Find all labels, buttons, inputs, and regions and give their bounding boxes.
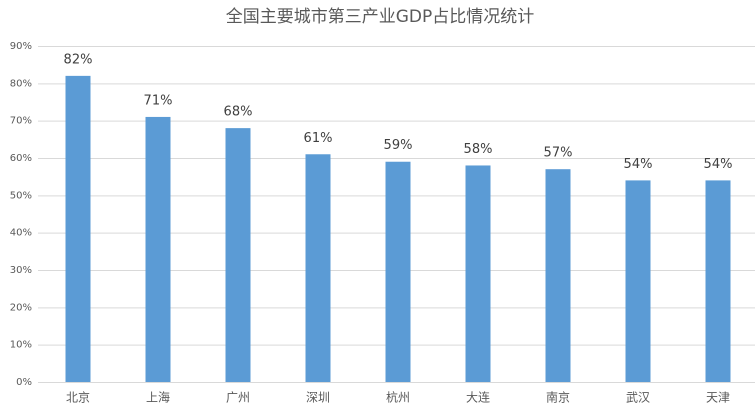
value-label: 59%	[384, 138, 413, 153]
y-tick-label: 60%	[10, 153, 32, 164]
x-tick-label: 武汉	[626, 391, 650, 405]
y-tick-label: 90%	[10, 41, 32, 52]
x-tick-label: 南京	[546, 390, 570, 405]
bar	[625, 180, 651, 382]
value-label: 71%	[144, 93, 173, 108]
chart-title: 全国主要城市第三产业GDP占比情况统计	[226, 7, 535, 27]
x-tick-label: 大连	[466, 390, 490, 405]
value-label: 57%	[544, 146, 573, 161]
x-tick-label: 杭州	[386, 390, 410, 405]
y-tick-label: 10%	[10, 340, 32, 351]
y-tick-label: 30%	[10, 265, 32, 276]
bar	[305, 154, 331, 382]
bar	[545, 169, 571, 382]
bar	[65, 75, 91, 382]
y-tick-label: 40%	[10, 228, 32, 239]
bar	[705, 180, 731, 382]
value-label: 61%	[304, 131, 333, 146]
y-tick-label: 80%	[10, 78, 32, 89]
x-tick-label: 天津	[706, 391, 730, 405]
bar	[465, 165, 491, 382]
x-tick-label: 深圳	[306, 391, 330, 405]
y-tick-label: 20%	[10, 302, 32, 313]
bar	[145, 116, 171, 382]
x-tick-label: 广州	[226, 391, 250, 405]
value-label: 82%	[64, 52, 93, 67]
y-tick-label: 0%	[16, 377, 32, 388]
value-label: 58%	[464, 142, 493, 157]
x-tick-label: 上海	[146, 390, 170, 405]
y-tick-label: 70%	[10, 116, 32, 127]
value-label: 68%	[224, 105, 253, 120]
value-label: 54%	[624, 157, 653, 172]
bar	[385, 161, 411, 382]
bar	[225, 128, 251, 382]
x-tick-label: 北京	[66, 391, 90, 405]
value-label: 54%	[704, 157, 733, 172]
y-tick-label: 50%	[10, 190, 32, 201]
